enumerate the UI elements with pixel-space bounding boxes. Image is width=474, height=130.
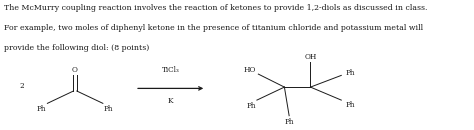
Text: OH: OH <box>304 53 317 61</box>
Text: Ph: Ph <box>246 102 256 110</box>
Text: 2: 2 <box>19 82 24 90</box>
Text: The McMurry coupling reaction involves the reaction of ketones to provide 1,2-di: The McMurry coupling reaction involves t… <box>4 4 427 12</box>
Text: HO: HO <box>244 66 256 74</box>
Text: Ph: Ph <box>37 105 46 113</box>
Text: provide the following diol: (8 points): provide the following diol: (8 points) <box>4 44 149 52</box>
Text: Ph: Ph <box>104 105 113 113</box>
Text: Ph: Ph <box>345 101 355 109</box>
Text: For example, two moles of diphenyl ketone in the presence of titanium chloride a: For example, two moles of diphenyl keton… <box>4 24 423 32</box>
Text: K: K <box>168 97 173 105</box>
Text: Ph: Ph <box>284 118 294 126</box>
Text: Ph: Ph <box>345 69 355 77</box>
Text: TiCl₃: TiCl₃ <box>162 66 180 74</box>
Text: O: O <box>72 66 78 74</box>
